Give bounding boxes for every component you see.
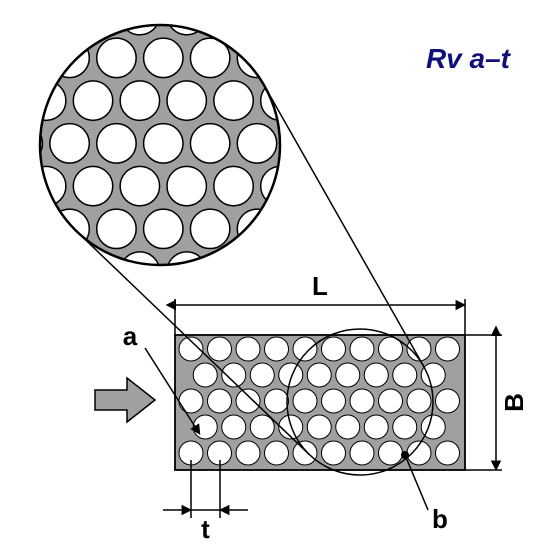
title-text: Rv a–t [426,43,512,74]
direction-arrow-icon [95,378,155,422]
label-L: L [312,271,328,301]
perforated-sheet [175,335,465,470]
label-b: b [432,504,448,534]
label-a: a [123,321,138,351]
label-B: B [499,393,529,412]
label-t: t [201,514,210,544]
dimension-B [465,335,502,470]
dimension-L [175,299,465,335]
diagram-canvas: Rv a–t L B t a b [0,0,550,550]
zoom-detail [3,0,300,291]
